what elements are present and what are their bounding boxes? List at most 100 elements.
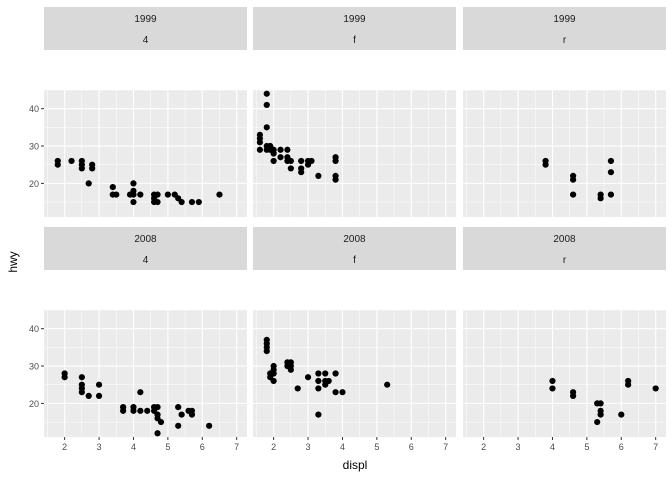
data-point — [315, 370, 322, 377]
data-point — [137, 407, 144, 414]
data-point — [95, 381, 103, 388]
data-point — [195, 198, 202, 206]
data-point — [332, 389, 339, 396]
data-point — [570, 191, 577, 198]
data-point — [277, 146, 284, 153]
data-point — [270, 150, 277, 157]
x-tick-label: 5 — [584, 442, 589, 452]
x-tick-label: 4 — [340, 442, 345, 452]
facet-strip — [253, 227, 456, 270]
data-point — [298, 157, 305, 165]
data-point — [178, 198, 185, 206]
data-point — [256, 139, 263, 146]
data-point — [120, 407, 127, 414]
facet-panel: 2008 f 2 3 4 5 6 7 — [253, 227, 456, 452]
data-point — [175, 404, 182, 411]
data-point — [263, 90, 270, 97]
x-tick-label: 5 — [374, 442, 379, 452]
facet-strip-drv: 4 — [143, 35, 149, 46]
data-point — [270, 370, 277, 377]
y-tick-label: 20 — [29, 399, 39, 409]
data-point — [339, 389, 346, 396]
data-point — [206, 422, 213, 429]
data-point — [175, 422, 182, 429]
data-point — [109, 184, 116, 191]
data-point — [85, 392, 92, 400]
x-tick-label: 2 — [62, 442, 67, 452]
panel-background — [463, 310, 666, 437]
x-tick-label: 7 — [653, 442, 658, 452]
x-tick-label: 3 — [516, 442, 521, 452]
data-point — [607, 169, 615, 176]
data-point — [178, 411, 185, 418]
data-point — [287, 157, 294, 165]
data-point — [607, 191, 615, 198]
data-point — [542, 161, 549, 168]
data-point — [256, 131, 263, 138]
data-point — [270, 157, 277, 165]
data-point — [549, 385, 556, 392]
data-point — [308, 157, 315, 165]
data-point — [597, 411, 604, 418]
data-point — [137, 389, 144, 396]
data-point — [322, 370, 329, 377]
facet-strip — [44, 227, 247, 270]
data-point — [332, 172, 339, 180]
data-point — [256, 146, 263, 153]
data-point — [164, 191, 171, 198]
data-point — [113, 191, 120, 198]
data-point — [263, 101, 270, 109]
data-point — [263, 124, 270, 131]
data-point — [315, 411, 322, 418]
facet-strip-drv: 4 — [143, 255, 149, 266]
panel-background — [44, 90, 247, 217]
data-point — [332, 157, 339, 165]
x-axis-title: displ — [343, 458, 368, 472]
facet-strip-year: 1999 — [343, 14, 366, 25]
data-point — [597, 400, 604, 407]
facet-panel: 1999 r — [463, 7, 666, 217]
data-point — [270, 377, 277, 385]
x-tick-label: 5 — [165, 442, 170, 452]
data-point — [284, 146, 291, 153]
x-tick-label: 4 — [131, 442, 136, 452]
data-point — [54, 161, 61, 168]
data-point — [267, 142, 274, 150]
data-point — [315, 385, 322, 392]
facet-strip — [44, 7, 247, 50]
data-point — [652, 385, 659, 392]
panel-background — [253, 310, 456, 437]
facet-strip-year: 2008 — [553, 234, 576, 245]
facet-strip — [463, 227, 666, 270]
y-tick-label: 30 — [29, 362, 39, 372]
x-tick-label: 6 — [619, 442, 624, 452]
data-point — [130, 187, 137, 194]
data-point — [332, 370, 339, 377]
data-point — [298, 165, 305, 172]
facet-strip-year: 2008 — [343, 234, 366, 245]
data-point — [625, 381, 632, 388]
data-point — [154, 198, 161, 206]
x-tick-label: 3 — [306, 442, 311, 452]
data-point — [154, 404, 161, 411]
y-tick-label: 30 — [29, 142, 39, 152]
panel-background — [44, 310, 247, 437]
data-point — [85, 180, 92, 187]
facet-panel: 1999 f — [253, 7, 456, 217]
data-point — [78, 385, 85, 392]
data-point — [570, 172, 577, 180]
panel-background — [253, 90, 456, 217]
data-point — [188, 198, 196, 206]
facet-strip — [463, 7, 666, 50]
data-point — [549, 377, 556, 385]
data-point — [78, 165, 85, 172]
x-tick-label: 6 — [409, 442, 414, 452]
data-point — [216, 191, 223, 198]
data-point — [263, 336, 270, 343]
facet-panel: 2008 4 20 30 40 2 3 4 5 6 7 — [29, 227, 247, 452]
x-tick-label: 4 — [550, 442, 555, 452]
data-point — [154, 191, 161, 198]
data-point — [294, 385, 301, 392]
data-point — [287, 165, 294, 172]
data-point — [130, 198, 137, 206]
